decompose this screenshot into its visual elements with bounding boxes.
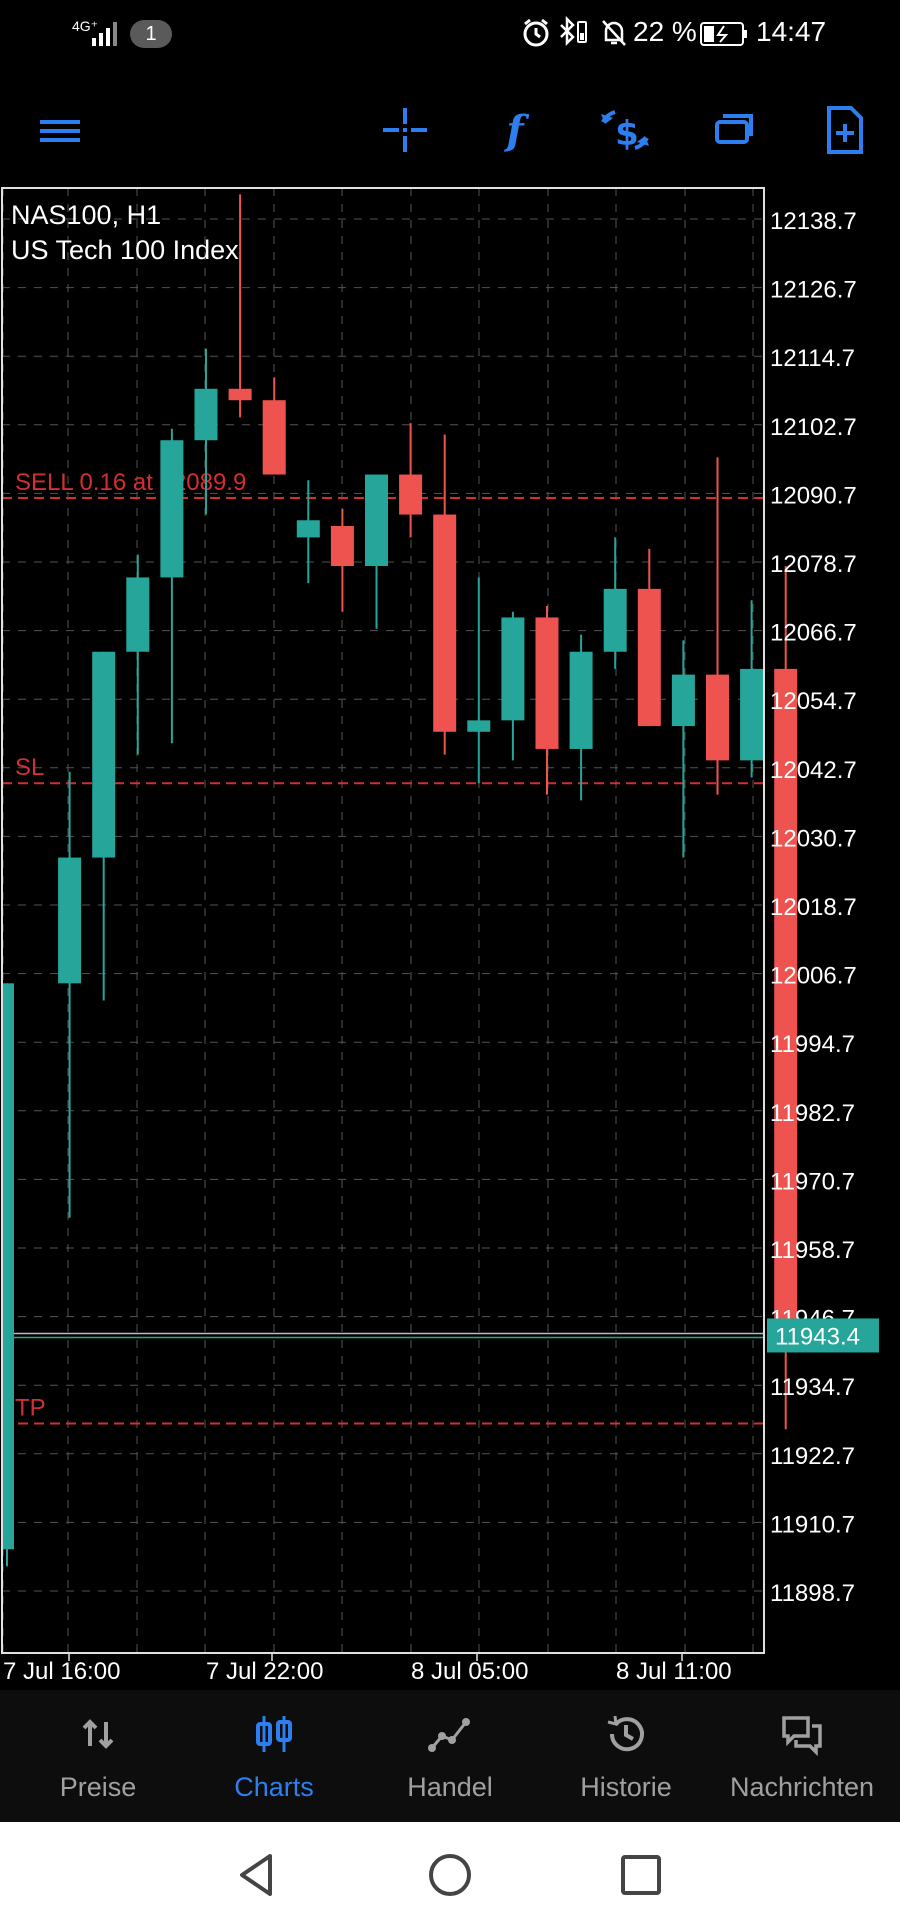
chart-area[interactable]: SELL 0.16 at 12089.9 SL TP 12138.7 12126.7 1… (0, 185, 900, 1690)
y-tick-label: 12030.7 (770, 825, 857, 852)
x-tick-label: 7 Jul 22:00 (206, 1658, 323, 1685)
candle-body (228, 388, 252, 401)
history-icon (607, 1715, 644, 1752)
crosshair-icon[interactable] (375, 100, 435, 160)
y-tick-label: 12042.7 (770, 757, 857, 784)
candle-body (706, 674, 729, 761)
messages-icon (782, 1716, 822, 1756)
mute-icon (602, 20, 626, 46)
chart-toolbar: f $ (0, 70, 900, 185)
candles-icon (256, 1716, 292, 1752)
nav-label-handel: Handel (407, 1772, 493, 1802)
y-tick-label: 11922.7 (770, 1443, 855, 1470)
signal-icon (92, 22, 117, 46)
candle-body (194, 388, 218, 441)
y-tick-label: 12114.7 (770, 345, 855, 372)
menu-icon[interactable] (30, 100, 90, 160)
clock: 14:47 (756, 16, 827, 47)
current-price-tag (767, 1318, 879, 1353)
svg-text:f: f (503, 107, 529, 154)
nav-label-preise: Preise (59, 1772, 137, 1802)
y-tick-label: 11934.7 (770, 1374, 855, 1401)
candle-body (262, 400, 286, 475)
y-tick-label: 11898.7 (770, 1580, 855, 1607)
candle-body (399, 474, 423, 515)
nav-historie[interactable]: Historie (538, 1690, 714, 1822)
y-tick-label: 12126.7 (770, 277, 857, 304)
timeframe-icon[interactable] (705, 100, 765, 160)
y-tick-label: 11910.7 (770, 1511, 855, 1538)
battery-icon (700, 22, 747, 46)
candle-body (501, 617, 525, 721)
home-icon[interactable] (425, 1850, 475, 1900)
back-icon[interactable] (232, 1850, 282, 1900)
candle-body (92, 651, 116, 858)
candle-body (774, 668, 798, 1336)
candle-body (603, 588, 627, 652)
y-tick-label: 12078.7 (770, 551, 857, 578)
y-tick-label: 11958.7 (770, 1237, 855, 1264)
y-tick-label: 12054.7 (770, 688, 857, 715)
candle-body (637, 588, 661, 727)
network-indicator: 4G⁺ (72, 18, 99, 34)
y-tick-label: 11994.7 (770, 1031, 855, 1058)
candle-body (330, 525, 354, 567)
svg-text:$: $ (615, 114, 639, 154)
status-bar: 4G⁺ 1 22 % 14:47 (0, 0, 900, 70)
y-tick-label: 12066.7 (770, 620, 857, 647)
x-tick-label: 8 Jul 11:00 (616, 1658, 732, 1685)
order-label: SELL 0.16 at 12089.9 (15, 469, 246, 496)
alarm-icon (523, 18, 549, 47)
candle-body (126, 577, 150, 652)
x-tick-label: 8 Jul 05:00 (411, 1658, 528, 1685)
candle-body (58, 857, 82, 984)
candle-body (160, 440, 184, 578)
nav-label-historie: Historie (580, 1772, 672, 1802)
y-tick-label: 12090.7 (770, 482, 857, 509)
nav-label-nachrichten: Nachrichten (729, 1772, 875, 1802)
y-tick-label: 12102.7 (770, 414, 857, 441)
x-tick-label: 7 Jul 16:00 (3, 1658, 120, 1685)
candle-body (365, 474, 388, 567)
indicators-icon[interactable]: f (485, 100, 545, 160)
plot-frame (1, 187, 765, 1654)
y-tick-label: 12006.7 (770, 963, 857, 990)
quotes-arrows-icon (82, 1719, 114, 1749)
y-tick-label: 11970.7 (770, 1168, 855, 1195)
order-label: SL (15, 754, 44, 781)
y-tick-label: 12138.7 (770, 208, 857, 235)
candlestick-chart[interactable]: SELL 0.16 at 12089.9 SL TP 12138.7 12126.7 1… (0, 185, 900, 1690)
nav-label-charts: Charts (234, 1772, 314, 1802)
system-navigation-bar (0, 1822, 900, 1926)
trade-icon[interactable]: $ (595, 100, 655, 160)
chart-instrument-name: US Tech 100 Index (11, 235, 239, 265)
notification-badge: 1 (130, 20, 172, 48)
candle-body (2, 983, 14, 1550)
new-order-icon[interactable] (815, 100, 875, 160)
candle-body (671, 674, 695, 727)
chart-symbol: NAS100, H1 (11, 200, 162, 230)
candle-body (740, 668, 764, 761)
bluetooth-battery-icon (560, 16, 587, 47)
candle-body (433, 514, 457, 732)
y-tick-label: 12018.7 (770, 894, 857, 921)
battery-percent: 22 % (633, 16, 697, 47)
trade-line-icon (428, 1718, 470, 1752)
candle-body (296, 520, 320, 538)
bottom-navigation: Preise Charts Handel Historie (0, 1690, 900, 1822)
recents-icon[interactable] (616, 1850, 666, 1900)
nav-charts[interactable]: Charts (186, 1690, 362, 1822)
order-label: TP (15, 1395, 46, 1422)
candle-body (467, 720, 491, 732)
nav-nachrichten[interactable]: Nachrichten (714, 1690, 890, 1822)
y-tick-label: 11982.7 (770, 1100, 855, 1127)
candle-body (569, 651, 593, 749)
nav-preise[interactable]: Preise (10, 1690, 186, 1822)
candle-body (535, 617, 559, 749)
nav-handel[interactable]: Handel (362, 1690, 538, 1822)
current-price-label: 11943.4 (775, 1323, 860, 1350)
